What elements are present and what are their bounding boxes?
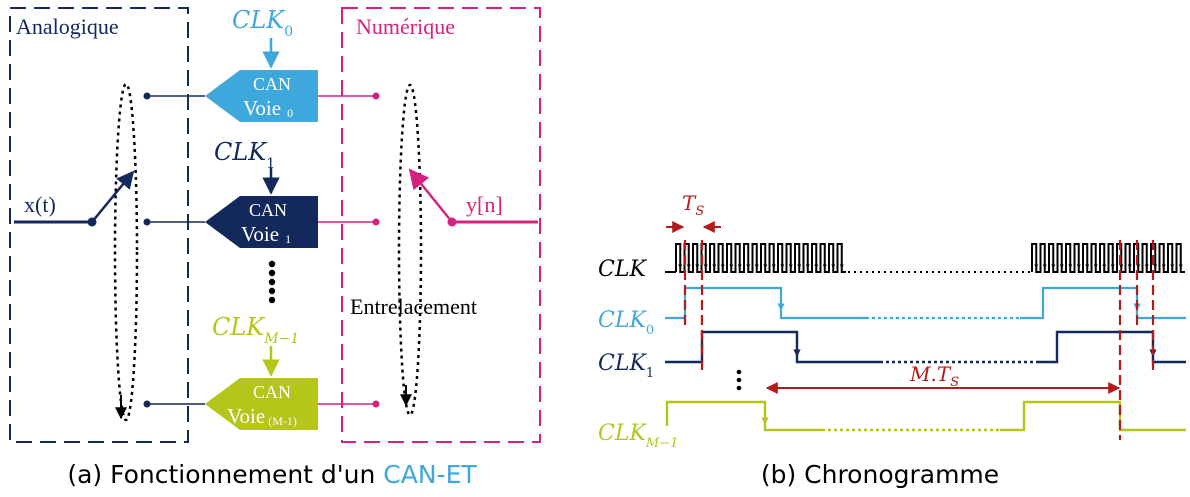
output-tap-0 xyxy=(372,92,380,100)
signal-label-clk1: CLK1 xyxy=(598,351,654,381)
adc-1-title: CAN xyxy=(249,200,287,220)
diagram-b: CLK CLK0 CLK1 CLKM−1 xyxy=(598,191,1186,451)
output-label: y[n] xyxy=(466,192,503,217)
signal-label-clk0: CLK0 xyxy=(598,308,654,338)
adc-channel-0: CAN Voie 0 xyxy=(205,70,318,122)
caption-b: (b) Chronogramme xyxy=(761,460,999,489)
input-commutator-ellipse xyxy=(113,82,139,422)
interleave-label: Entrelacement xyxy=(350,294,477,319)
clk0-waveform xyxy=(665,286,1186,320)
clk-waveform xyxy=(665,243,1185,273)
adc-0-channel: Voie 0 xyxy=(243,96,293,120)
clk0-label: CLK0 xyxy=(232,6,293,40)
input-switch-arm xyxy=(91,170,135,223)
clk-pulse-burst xyxy=(1031,243,1185,273)
digital-region-box xyxy=(341,7,541,443)
clkm1-label: CLKM−1 xyxy=(212,313,299,347)
adc-m1-channel: Voie (M-1) xyxy=(227,404,297,428)
signal-label-clkm1: CLKM−1 xyxy=(598,421,678,451)
caption-a: (a) Fonctionnement d'un CAN-ET xyxy=(67,460,477,489)
signal-label-clk: CLK xyxy=(598,257,647,282)
diagram-a: Analogique Numérique x(t) CAN Voie 0 CAN … xyxy=(9,6,541,443)
mts-label: M.TS xyxy=(909,362,959,390)
clkm1-waveform xyxy=(665,400,1186,432)
analog-label: Analogique xyxy=(16,14,119,39)
clk1-waveform xyxy=(665,330,1186,364)
timing-markers xyxy=(683,240,1155,440)
adc-m1-title: CAN xyxy=(253,382,291,402)
channel-ellipsis-dots xyxy=(268,260,276,304)
ts-label: TS xyxy=(682,191,704,219)
digital-label: Numérique xyxy=(356,14,455,39)
output-tap-m1 xyxy=(372,400,380,408)
mts-annotation: M.TS xyxy=(765,362,1121,394)
adc-channel-1: CAN Voie 1 xyxy=(205,196,318,248)
adc-1-channel: Voie 1 xyxy=(241,222,291,246)
input-label: x(t) xyxy=(24,192,56,217)
output-tap-1 xyxy=(372,218,380,226)
adc-0-title: CAN xyxy=(253,74,291,94)
output-commutator-ellipse xyxy=(397,83,423,417)
clk1-label: CLK1 xyxy=(214,138,275,172)
signal-ellipsis-dots xyxy=(736,369,742,391)
adc-channel-m1: CAN Voie (M-1) xyxy=(205,378,318,430)
ts-annotation: TS xyxy=(666,191,721,233)
analog-region-box xyxy=(9,7,189,443)
output-switch-arm xyxy=(408,168,453,223)
